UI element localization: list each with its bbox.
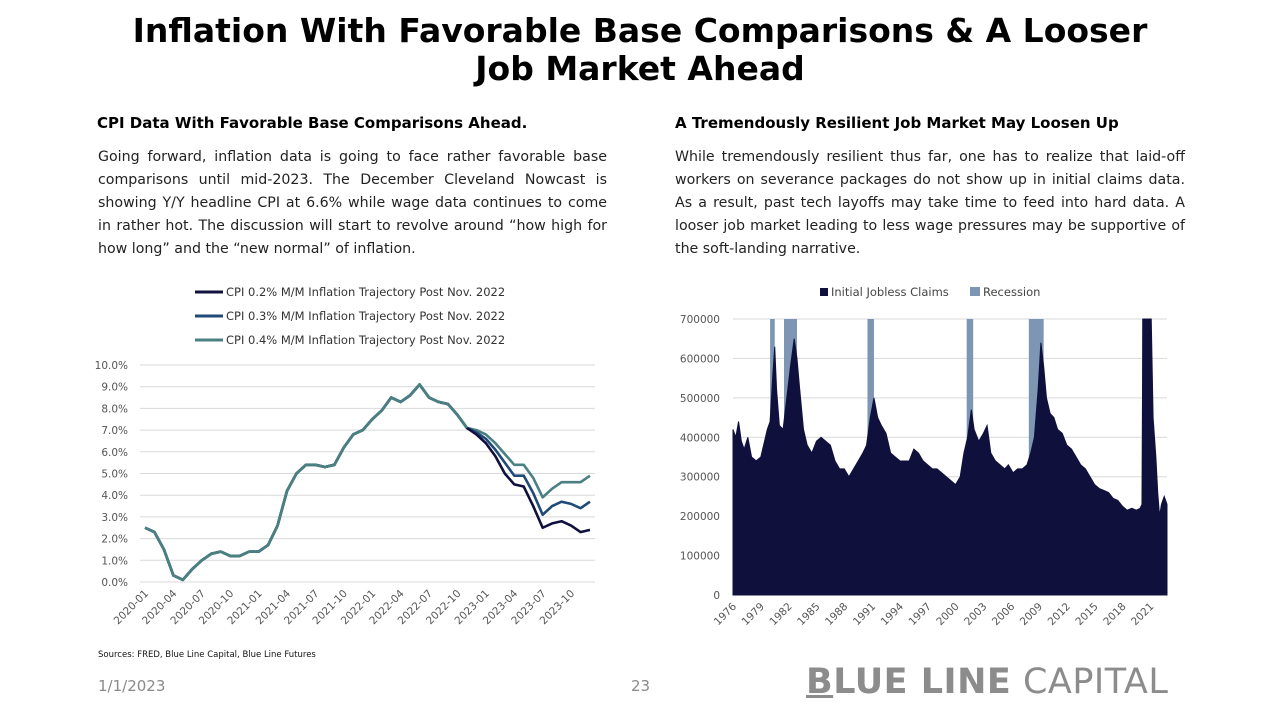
jobless-claims-chart: Initial Jobless Claims Recession 0 100000 20… [680,285,1168,628]
legend-swatch [970,287,980,296]
x-tick-label: 1985 [795,601,822,628]
brand-initial: B [806,662,834,702]
y-tick-label: 5.0% [101,469,128,481]
sources-note: Sources: FRED, Blue Line Capital, Blue L… [98,650,316,660]
x-tick-label: 1982 [767,601,794,628]
x-tick-label: 1997 [906,601,933,628]
y-tick-label: 400000 [680,432,720,444]
series-line [144,383,591,582]
legend-swatch [820,288,828,296]
y-tick-label: 4.0% [101,490,128,502]
x-tick-label: 1994 [879,600,907,628]
x-tick-label: 2018 [1101,601,1128,628]
x-tick-label: 2015 [1073,601,1100,628]
y-tick-label: 6.0% [101,447,128,459]
footer-date: 1/1/2023 [98,677,166,695]
x-tick-label: 2021 [1129,601,1156,628]
legend-label: CPI 0.3% M/M Inflation Trajectory Post N… [226,309,505,323]
series-line [144,383,591,582]
x-tick-label: 2012 [1046,601,1073,628]
y-tick-label: 8.0% [101,403,128,415]
left-heading: CPI Data With Favorable Base Comparisons… [97,114,528,132]
claims-area [732,318,1168,596]
series-line [144,383,591,582]
legend-label: CPI 0.4% M/M Inflation Trajectory Post N… [226,333,505,347]
x-tick-label: 2006 [990,600,1018,628]
y-tick-label: 9.0% [101,382,128,394]
y-tick-label: 100000 [680,551,720,563]
y-tick-label: 3.0% [101,512,128,524]
y-tick-label: 0 [713,590,720,602]
x-tick-label: 1976 [712,600,740,628]
x-tick-label: 2000 [934,601,961,628]
legend-label: CPI 0.2% M/M Inflation Trajectory Post N… [226,285,505,299]
x-tick-label: 2009 [1018,601,1045,628]
y-tick-label: 2.0% [101,534,128,546]
page-number: 23 [631,677,651,695]
right-heading: A Tremendously Resilient Job Market May … [675,114,1119,132]
brand-light: CAPITAL [1022,662,1169,702]
y-tick-label: 700000 [680,314,720,326]
y-tick-label: 600000 [680,353,720,365]
legend-label: Initial Jobless Claims [831,285,949,299]
y-tick-label: 300000 [680,472,720,484]
cpi-line-chart: CPI 0.2% M/M Inflation Trajectory Post N… [95,285,595,627]
legend-label: Recession [983,285,1040,299]
left-paragraph: Going forward, inflation data is going t… [98,149,607,257]
x-tick-label: 1988 [823,601,850,628]
y-tick-label: 1.0% [101,555,128,567]
page-title: Inflation With Favorable Base Comparison… [132,11,1148,88]
y-tick-label: 7.0% [101,425,128,437]
brand-bold: LUE LINE [833,662,1012,702]
y-tick-label: 200000 [680,511,720,523]
y-tick-label: 0.0% [101,577,128,589]
right-paragraph: While tremendously resilient thus far, o… [675,149,1185,257]
x-tick-label: 1991 [851,601,878,628]
history-line [144,383,469,582]
x-tick-label: 1979 [740,601,767,628]
y-tick-label: 500000 [680,393,720,405]
y-tick-label: 10.0% [95,360,128,372]
brand-logo: BLUE LINE CAPITAL [806,662,1168,702]
x-tick-label: 2003 [962,601,989,628]
